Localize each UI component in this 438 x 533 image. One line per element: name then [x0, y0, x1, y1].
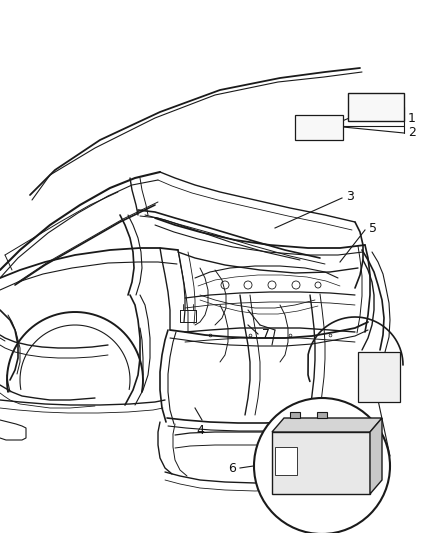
Text: 7: 7 — [262, 327, 270, 341]
Text: 1: 1 — [408, 111, 416, 125]
Bar — [348, 93, 404, 121]
Bar — [275, 447, 297, 475]
Bar — [358, 352, 400, 402]
Polygon shape — [290, 412, 300, 418]
Polygon shape — [370, 418, 382, 494]
Text: 4: 4 — [196, 424, 204, 437]
Bar — [295, 115, 343, 140]
Text: 5: 5 — [369, 222, 377, 236]
Polygon shape — [317, 412, 327, 418]
Circle shape — [254, 398, 390, 533]
Text: 2: 2 — [408, 125, 416, 139]
Text: 3: 3 — [346, 190, 354, 204]
Polygon shape — [272, 418, 382, 432]
Bar — [272, 432, 370, 494]
Text: 6: 6 — [228, 462, 236, 474]
